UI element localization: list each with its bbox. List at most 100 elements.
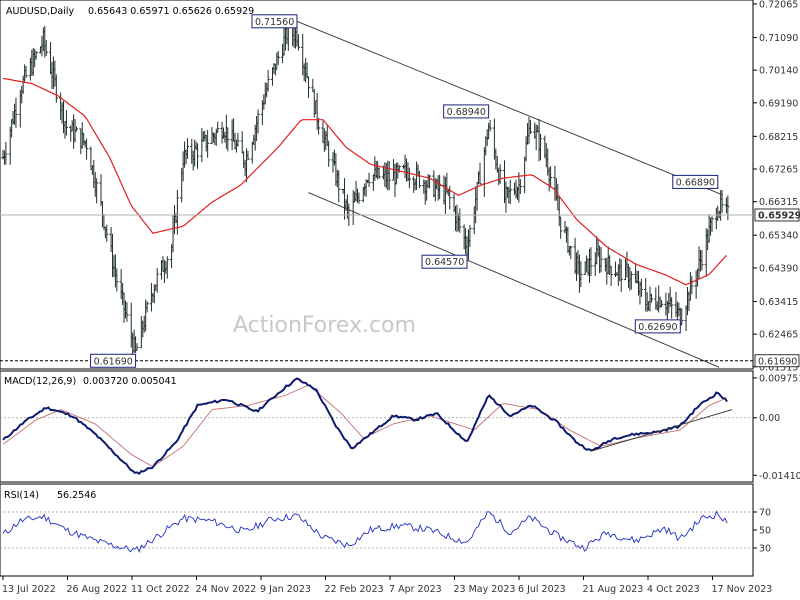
ohlc-bar [407, 167, 411, 189]
x-tick-label: 17 Nov 2023 [712, 584, 773, 595]
x-tick-label: 24 Nov 2022 [196, 584, 257, 595]
ohlc-bar [720, 190, 724, 213]
macd-trendline [590, 409, 733, 452]
ohlc-bar [518, 179, 522, 195]
ohlc-bar [226, 127, 230, 152]
rsi-header-values: 56.2546 [57, 490, 96, 501]
ohlc-bar [24, 65, 28, 78]
x-tick-label: 6 Jul 2023 [518, 584, 566, 595]
x-tick-label: 11 Oct 2022 [131, 584, 190, 595]
main-y-tick-label: 0.62465 [759, 330, 798, 341]
ohlc-bar [726, 195, 730, 221]
main-y-tick-label: 0.61515 [759, 362, 798, 373]
ohlc-bar [417, 171, 422, 189]
ohlc-bar [629, 271, 633, 290]
rsi-y-tick-label: 30 [759, 544, 771, 555]
main-y-tick-label: 0.67265 [759, 165, 798, 176]
annotation-box [634, 319, 681, 334]
annotation-label: 0.68940 [447, 107, 486, 118]
ohlc-bar [427, 174, 432, 189]
ohlc-bar [256, 109, 260, 134]
price-bars [1, 16, 730, 358]
channel-lower-line [308, 192, 720, 368]
ohlc-bar [377, 167, 381, 179]
macd-lines [0, 377, 753, 476]
main-y-tick-label: 0.70140 [759, 66, 798, 77]
ohlc-bar [589, 247, 593, 277]
ohlc-bar [478, 162, 482, 185]
main-header-values: 0.65643 0.65971 0.65626 0.65929 [88, 6, 254, 17]
ohlc-bar [690, 276, 694, 295]
x-tick-label: 4 Oct 2023 [647, 584, 700, 595]
macd-y-tick-label: -0.014107 [759, 471, 800, 482]
current-price-label: 0.65929 [758, 210, 800, 221]
ohlc-bar [236, 132, 240, 147]
ohlc-bar [206, 129, 210, 158]
ohlc-bar [185, 138, 190, 159]
ohlc-bar [95, 178, 99, 204]
rsi-line [2, 510, 728, 553]
ohlc-bar [145, 301, 149, 313]
ohlc-bar [468, 225, 472, 247]
macd-main-line [2, 377, 728, 476]
ohlc-bar [327, 140, 331, 167]
ohlc-bar [357, 192, 361, 204]
main-y-tick-label: 0.71090 [759, 33, 798, 44]
ohlc-bar [195, 143, 200, 169]
ohlc-bar [387, 161, 391, 191]
macd-header-values: 0.003720 0.005041 [83, 376, 177, 387]
ohlc-bar [240, 131, 244, 154]
rsi-y-axis: 70 50 30 [753, 508, 771, 555]
main-y-tick-label: 0.63415 [759, 297, 798, 308]
rsi-y-tick-label: 50 [759, 526, 771, 537]
ohlc-bar [165, 256, 169, 279]
macd-y-tick-label: 0.009751 [759, 373, 800, 384]
main-panel: 0.72065 0.71090 0.70140 0.69190 0.68215 0.672… [0, 0, 800, 373]
ohlc-bar [246, 150, 250, 161]
channel-upper-line [296, 20, 723, 196]
rsi-panel: 70 50 30 RSI(14) 56.2546 [0, 483, 771, 577]
current-price-box [754, 208, 800, 222]
macd-panel-frame [0, 370, 754, 483]
annotation-label: 0.62690 [638, 322, 677, 333]
ohlc-bar [155, 267, 159, 293]
annotation-box [672, 174, 719, 189]
ohlc-bar [105, 224, 109, 242]
rsi-panel-frame [0, 483, 754, 577]
ohlc-bar [609, 265, 613, 286]
ohlc-bar [619, 259, 623, 292]
ohlc-bar [316, 117, 321, 135]
macd-signal-line [2, 384, 728, 467]
ohlc-bar [84, 138, 89, 160]
annotation-box [421, 254, 468, 269]
ohlc-bar [306, 76, 311, 99]
ohlc-bar [216, 121, 220, 133]
annotation-label: 0.66890 [676, 177, 715, 188]
ohlc-bar [125, 302, 129, 322]
ohlc-bar [296, 34, 301, 51]
moving-average [2, 77, 727, 286]
ohlc-bar [508, 179, 512, 204]
ohlc-bar [266, 69, 270, 92]
ohlc-bar [99, 174, 103, 206]
x-tick-label: 22 Feb 2023 [325, 584, 384, 595]
ohlc-bar [599, 247, 603, 273]
trend-channel [296, 20, 723, 368]
ohlc-bar [115, 268, 119, 292]
ohlc-bar [528, 120, 533, 134]
macd-panel: 0.009751 0.00 -0.014107 MACD(12,26,9) 0.00… [0, 370, 800, 483]
x-tick-label: 9 Jan 2023 [260, 584, 311, 595]
ohlc-bar [337, 170, 341, 203]
main-y-tick-label: 0.65340 [759, 231, 798, 242]
ohlc-bar [488, 119, 492, 132]
support-price-label: 0.61690 [758, 356, 797, 367]
annotation-label: 0.61690 [94, 356, 133, 367]
ohlc-bar [670, 297, 674, 319]
main-y-tick-label: 0.68215 [759, 132, 798, 143]
ohlc-bar [549, 166, 553, 188]
ohlc-bar [74, 126, 79, 132]
ohlc-bar [700, 250, 704, 271]
ohlc-bar [569, 245, 573, 260]
ohlc-bar [710, 216, 714, 232]
x-tick-label: 13 Jul 2022 [2, 584, 56, 595]
